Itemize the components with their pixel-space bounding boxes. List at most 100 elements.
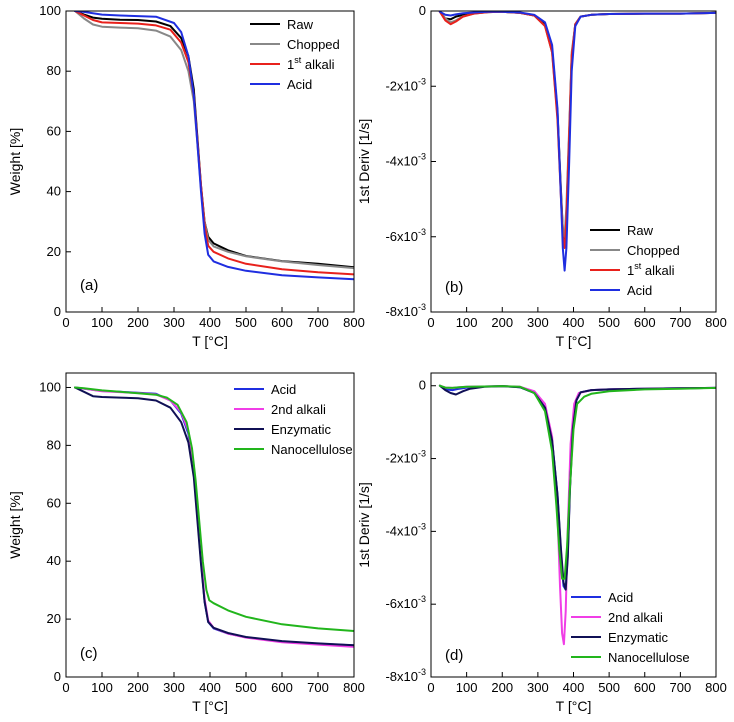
x-tick-label-a-6: 600 bbox=[271, 315, 293, 330]
series-line-b-2 bbox=[438, 11, 716, 238]
y-axis-title-c: Weight [%] bbox=[7, 491, 23, 558]
chart-panel-b: 0 100 200 300 400 500 600 700 800 0 -2x10-3 -4x10-3… bbox=[356, 3, 727, 349]
x-tick-label-d-2: 200 bbox=[491, 680, 513, 695]
y-tick-label-b-0: 0 bbox=[419, 3, 426, 18]
legend-label-c-4: Nanocellulose bbox=[271, 442, 353, 457]
legend-label-c-3: Enzymatic bbox=[271, 422, 331, 437]
y-tick-label-d-0: 0 bbox=[419, 378, 426, 393]
x-tick-label-a-2: 200 bbox=[127, 315, 149, 330]
panel-label-c: (c) bbox=[80, 645, 98, 662]
x-tick-label-a-1: 100 bbox=[91, 315, 113, 330]
panel-label-d: (d) bbox=[445, 647, 463, 664]
x-tick-label-c-3: 300 bbox=[163, 680, 185, 695]
y-tick-label-a-2: 40 bbox=[47, 184, 61, 199]
legend-label-d-2: 2nd alkali bbox=[608, 610, 663, 625]
x-tick-label-a-5: 500 bbox=[235, 315, 257, 330]
panel-label-b: (b) bbox=[445, 279, 463, 296]
y-tick-label-c-0: 0 bbox=[54, 669, 61, 684]
x-tick-label-a-7: 700 bbox=[307, 315, 329, 330]
x-tick-label-d-1: 100 bbox=[456, 680, 478, 695]
x-tick-label-d-4: 400 bbox=[563, 680, 585, 695]
legend-label-c-1: Acid bbox=[271, 382, 296, 397]
y-tick-label-b-4: -8x10-3 bbox=[385, 302, 426, 319]
x-tick-label-c-8: 800 bbox=[343, 680, 365, 695]
x-axis-title-d: T [°C] bbox=[556, 698, 592, 714]
series-line-a-4 bbox=[74, 11, 354, 281]
x-tick-label-c-1: 100 bbox=[91, 680, 113, 695]
x-axis-title-a: T [°C] bbox=[192, 333, 228, 349]
series-line-d-1 bbox=[438, 384, 716, 591]
x-tick-label-b-8: 800 bbox=[705, 315, 727, 330]
x-tick-label-c-6: 600 bbox=[271, 680, 293, 695]
y-axis-title-b: 1st Deriv [1/s] bbox=[356, 119, 372, 205]
y-tick-label-b-1: -2x10-3 bbox=[385, 76, 426, 93]
x-axis-title-c: T [°C] bbox=[192, 698, 228, 714]
x-tick-label-b-0: 0 bbox=[427, 315, 434, 330]
legend-label-b-3: 1st alkali bbox=[627, 261, 675, 278]
x-tick-label-b-1: 100 bbox=[456, 315, 478, 330]
legend-label-a-3: 1st alkali bbox=[287, 55, 335, 72]
series-line-b-3 bbox=[438, 11, 716, 249]
x-tick-label-d-5: 500 bbox=[598, 680, 620, 695]
x-tick-label-c-4: 400 bbox=[199, 680, 221, 695]
series-line-d-3 bbox=[438, 384, 716, 591]
legend-label-b-1: Raw bbox=[627, 223, 654, 238]
x-tick-label-d-0: 0 bbox=[427, 680, 434, 695]
series-line-d-4 bbox=[438, 384, 716, 580]
y-tick-label-c-4: 80 bbox=[47, 437, 61, 452]
legend-label-a-2: Chopped bbox=[287, 37, 340, 52]
panel-label-a: (a) bbox=[80, 277, 98, 294]
x-tick-label-c-2: 200 bbox=[127, 680, 149, 695]
y-tick-label-d-3: -6x10-3 bbox=[385, 594, 426, 611]
legend-label-a-1: Raw bbox=[287, 17, 314, 32]
series-line-c-3 bbox=[74, 386, 354, 647]
x-tick-label-b-6: 600 bbox=[634, 315, 656, 330]
x-tick-label-d-8: 800 bbox=[705, 680, 727, 695]
series-line-b-1 bbox=[438, 11, 716, 246]
legend-label-d-3: Enzymatic bbox=[608, 630, 668, 645]
x-tick-label-c-7: 700 bbox=[307, 680, 329, 695]
chart-panel-d: 0 100 200 300 400 500 600 700 800 0 -2x10-3 -4x10-3… bbox=[356, 372, 727, 714]
y-tick-label-c-5: 100 bbox=[39, 379, 61, 394]
y-tick-label-c-2: 40 bbox=[47, 553, 61, 568]
x-tick-label-b-3: 300 bbox=[527, 315, 549, 330]
series-line-c-4 bbox=[74, 386, 354, 632]
y-axis-title-d: 1st Deriv [1/s] bbox=[356, 482, 372, 568]
y-tick-label-a-1: 20 bbox=[47, 244, 61, 259]
y-tick-label-a-3: 60 bbox=[47, 123, 61, 138]
y-tick-label-a-5: 100 bbox=[39, 3, 61, 18]
series-line-b-4 bbox=[438, 11, 716, 272]
y-axis-title-a: Weight [%] bbox=[7, 128, 23, 195]
y-tick-label-c-1: 20 bbox=[47, 611, 61, 626]
x-tick-label-a-3: 300 bbox=[163, 315, 185, 330]
y-tick-label-b-3: -6x10-3 bbox=[385, 227, 426, 244]
x-tick-label-d-3: 300 bbox=[527, 680, 549, 695]
x-axis-title-b: T [°C] bbox=[556, 333, 592, 349]
x-tick-label-d-7: 700 bbox=[670, 680, 692, 695]
legend-label-a-4: Acid bbox=[287, 77, 312, 92]
x-tick-label-a-4: 400 bbox=[199, 315, 221, 330]
chart-panel-a: 0 100 200 300 400 500 600 700 800 0 20 40 60 80 100 T [… bbox=[7, 3, 365, 349]
y-tick-label-c-3: 60 bbox=[47, 495, 61, 510]
y-tick-label-a-0: 0 bbox=[54, 304, 61, 319]
chart-panel-c: 0 100 200 300 400 500 600 700 800 0 20 40 60 80 100 T [… bbox=[7, 372, 365, 714]
x-tick-label-b-7: 700 bbox=[670, 315, 692, 330]
x-tick-label-b-2: 200 bbox=[491, 315, 513, 330]
legend-label-d-1: Acid bbox=[608, 590, 633, 605]
y-tick-label-d-2: -4x10-3 bbox=[385, 521, 426, 538]
x-tick-label-c-0: 0 bbox=[62, 680, 69, 695]
y-tick-label-d-1: -2x10-3 bbox=[385, 449, 426, 466]
plot-frame-c bbox=[65, 372, 355, 678]
legend-label-b-2: Chopped bbox=[627, 243, 680, 258]
x-tick-label-c-5: 500 bbox=[235, 680, 257, 695]
x-tick-label-b-5: 500 bbox=[598, 315, 620, 330]
x-tick-label-b-4: 400 bbox=[563, 315, 585, 330]
y-tick-label-a-4: 80 bbox=[47, 63, 61, 78]
x-tick-label-d-6: 600 bbox=[634, 680, 656, 695]
legend-label-b-4: Acid bbox=[627, 283, 652, 298]
legend-label-d-4: Nanocellulose bbox=[608, 650, 690, 665]
x-tick-label-a-0: 0 bbox=[62, 315, 69, 330]
x-tick-label-a-8: 800 bbox=[343, 315, 365, 330]
y-tick-label-b-2: -4x10-3 bbox=[385, 152, 426, 169]
